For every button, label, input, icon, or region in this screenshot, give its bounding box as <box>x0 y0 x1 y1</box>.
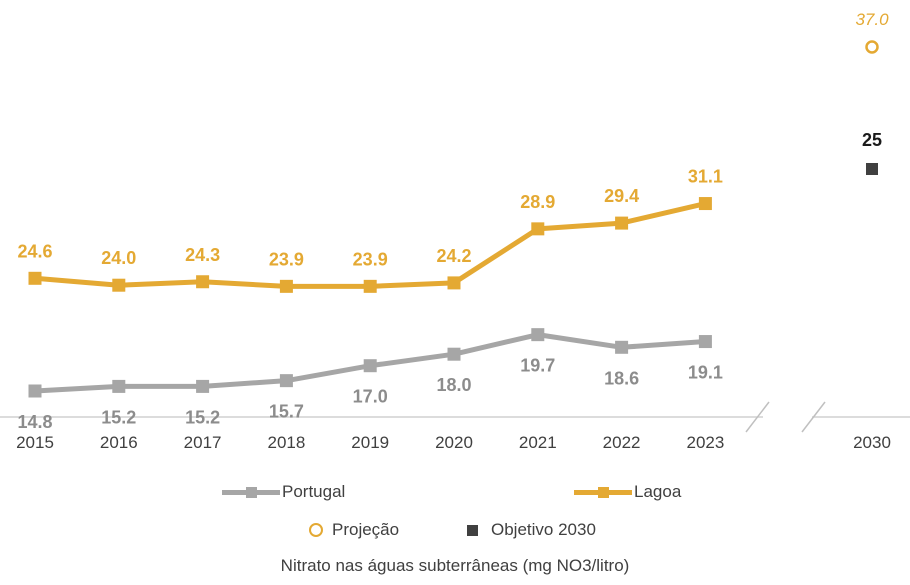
chart-area: 2015 2016 2017 2018 2019 2020 2021 2022 2023 2030… <box>0 10 910 452</box>
legend-circle-marker <box>309 523 323 537</box>
data-label-lagoa: 24.3 <box>185 245 220 265</box>
data-label-lagoa: 24.6 <box>17 241 52 261</box>
data-label-portugal: 17.0 <box>353 387 388 407</box>
data-label-portugal: 18.6 <box>604 368 639 388</box>
data-point-lagoa <box>196 275 210 289</box>
data-label-portugal: 19.7 <box>520 356 555 376</box>
data-label-portugal: 18.0 <box>436 375 471 395</box>
legend-square-marker <box>467 524 478 536</box>
x-tick-label-2019: 2019 <box>351 433 389 452</box>
legend-item-portugal: Portugal <box>222 482 345 502</box>
data-point-portugal <box>698 335 712 349</box>
data-label-portugal: 15.2 <box>185 407 220 427</box>
data-point-portugal <box>279 374 293 388</box>
data-label-lagoa: 31.1 <box>688 167 723 187</box>
data-point-portugal <box>112 379 126 393</box>
legend-label-projecao: Projeção <box>332 520 400 539</box>
data-point-portugal <box>615 340 629 354</box>
axis-break-mark-left <box>745 401 770 433</box>
data-point-portugal <box>196 379 210 393</box>
data-point-portugal <box>531 328 545 342</box>
legend-line-marker-portugal <box>222 483 280 501</box>
x-tick-label-2018: 2018 <box>267 433 305 452</box>
data-label-lagoa: 29.4 <box>604 186 639 206</box>
data-label-portugal: 14.8 <box>17 412 52 432</box>
x-tick-label-2020: 2020 <box>435 433 473 452</box>
x-tick-label-2016: 2016 <box>100 433 138 452</box>
data-label-lagoa: 23.9 <box>353 249 388 269</box>
data-point-portugal <box>447 347 461 361</box>
data-label-lagoa: 24.0 <box>101 248 136 268</box>
data-point-lagoa <box>363 279 377 293</box>
legend-label-portugal: Portugal <box>282 482 346 501</box>
data-label-portugal: 15.2 <box>101 407 136 427</box>
x-tick-label-2017: 2017 <box>184 433 222 452</box>
objective-label: 25 <box>862 130 882 150</box>
data-label-portugal: 15.7 <box>269 402 304 422</box>
chart-caption: Nitrato nas águas subterrâneas (mg NO3/l… <box>280 556 630 575</box>
data-label-lagoa: 24.2 <box>436 246 471 266</box>
data-point-lagoa <box>447 276 461 290</box>
data-label-lagoa: 28.9 <box>520 192 555 212</box>
series-line-lagoa <box>34 201 706 289</box>
data-point-lagoa <box>615 216 629 230</box>
x-tick-label-2021: 2021 <box>519 433 557 452</box>
data-point-portugal <box>363 359 377 373</box>
x-tick-label-2030: 2030 <box>853 433 891 452</box>
objective-point <box>866 163 878 175</box>
legend-item-objetivo: Objetivo 2030 <box>467 520 596 540</box>
data-label-portugal: 19.1 <box>688 363 723 383</box>
data-label-lagoa: 23.9 <box>269 249 304 269</box>
x-tick-label-2022: 2022 <box>603 433 641 452</box>
legend-item-projecao: Projeção <box>309 520 399 540</box>
data-point-lagoa <box>279 279 293 293</box>
data-point-lagoa <box>112 278 126 292</box>
legend-item-lagoa: Lagoa <box>574 482 681 502</box>
data-point-lagoa <box>698 197 712 211</box>
data-point-lagoa <box>28 271 42 285</box>
x-tick-label-2023: 2023 <box>686 433 724 452</box>
data-point-portugal <box>28 384 42 398</box>
legend-line-marker-lagoa <box>574 483 632 501</box>
axis-break-mark-right <box>801 401 826 433</box>
projection-label: 37.0 <box>855 10 889 29</box>
x-tick-label-2015: 2015 <box>16 433 54 452</box>
legend-label-lagoa: Lagoa <box>634 482 682 501</box>
projection-point <box>865 40 879 54</box>
data-point-lagoa <box>531 222 545 236</box>
legend-label-objetivo: Objetivo 2030 <box>491 520 596 539</box>
